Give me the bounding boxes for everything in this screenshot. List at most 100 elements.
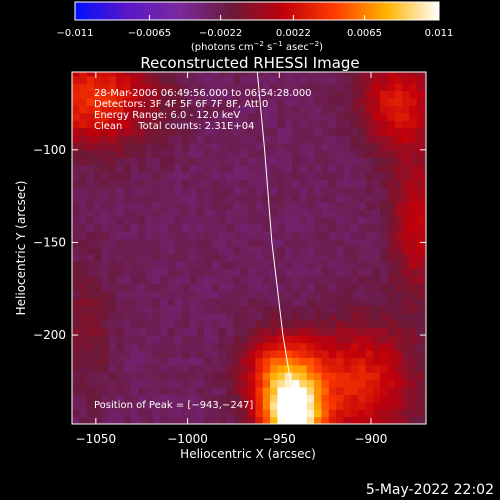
colorbar-tick-label: 0.011 (425, 28, 454, 39)
heatmap-cell (328, 290, 337, 299)
heatmap-cell (270, 97, 279, 106)
heatmap-cell (262, 268, 271, 277)
heatmap-cell (350, 409, 359, 418)
heatmap-cell (394, 72, 403, 77)
heatmap-cell (277, 142, 286, 151)
heatmap-cell (314, 223, 323, 232)
heatmap-cell (160, 216, 168, 225)
heatmap-cell (402, 231, 411, 240)
heatmap-cell (270, 275, 279, 284)
heatmap-cell (211, 149, 220, 158)
heatmap-cell (365, 320, 374, 329)
heatmap-cell (358, 149, 367, 158)
heatmap-cell (101, 209, 110, 218)
heatmap-cell (86, 223, 95, 232)
heatmap-cell (174, 209, 183, 218)
heatmap-cell (424, 142, 426, 151)
heatmap-cell (101, 112, 110, 121)
heatmap-cell (152, 75, 161, 84)
heatmap-cell (160, 83, 168, 92)
heatmap-cell (204, 275, 212, 284)
heatmap-cell (380, 416, 389, 424)
heatmap-cell (94, 260, 102, 269)
heatmap-cell (167, 342, 176, 351)
heatmap-cell (255, 416, 264, 424)
heatmap-cell (152, 394, 161, 403)
heatmap-cell (350, 186, 359, 195)
heatmap-cell (416, 416, 425, 424)
heatmap-cell (138, 327, 146, 336)
heatmap-cell (292, 260, 301, 269)
heatmap-cell (262, 409, 271, 418)
heatmap-cell (211, 142, 220, 151)
heatmap-cell (248, 372, 257, 381)
heatmap-cell (233, 298, 242, 307)
heatmap-cell (101, 349, 110, 358)
x-axis-label: Heliocentric X (arcsec) (180, 447, 316, 461)
heatmap-cell (248, 394, 257, 403)
heatmap-cell (358, 216, 367, 225)
heatmap-cell (424, 416, 426, 424)
heatmap-cell (372, 312, 381, 321)
heatmap-cell (233, 335, 242, 344)
heatmap-cell (336, 142, 345, 151)
heatmap-cell (292, 386, 301, 395)
heatmap-cell (152, 194, 161, 203)
heatmap-cell (152, 312, 161, 321)
heatmap-cell (270, 157, 279, 166)
heatmap-cell (350, 216, 359, 225)
heatmap-cell (101, 134, 110, 143)
heatmap-cell (277, 238, 286, 247)
heatmap-cell (372, 416, 381, 424)
heatmap-cell (306, 342, 315, 351)
heatmap-cell (328, 231, 337, 240)
heatmap-cell (380, 97, 389, 106)
heatmap-cell (86, 209, 95, 218)
heatmap-cell (365, 305, 374, 314)
heatmap-cell (233, 349, 242, 358)
heatmap-cell (101, 401, 110, 410)
heatmap-cell (108, 409, 117, 418)
heatmap-cell (416, 172, 425, 181)
heatmap-cell (255, 238, 264, 247)
heatmap-cell (86, 127, 95, 136)
heatmap-cell (262, 260, 271, 269)
heatmap-cell (226, 372, 235, 381)
heatmap-cell (101, 201, 110, 210)
heatmap-cell (255, 72, 264, 77)
heatmap-cell (108, 253, 117, 262)
heatmap-cell (86, 394, 95, 403)
heatmap-cell (167, 105, 176, 114)
heatmap-cell (416, 327, 425, 336)
heatmap-cell (160, 238, 168, 247)
heatmap-cell (108, 416, 117, 424)
heatmap-cell (314, 164, 323, 173)
heatmap-cell (372, 394, 381, 403)
heatmap-cell (226, 416, 235, 424)
heatmap-cell (226, 179, 235, 188)
heatmap-cell (123, 327, 132, 336)
heatmap-cell (336, 90, 345, 99)
heatmap-cell (277, 83, 286, 92)
heatmap-cell (321, 312, 330, 321)
heatmap-cell (108, 149, 117, 158)
heatmap-cell (424, 305, 426, 314)
heatmap-cell (182, 268, 190, 277)
heatmap-cell (152, 216, 161, 225)
heatmap-cell (116, 246, 124, 255)
heatmap-cell (240, 105, 249, 114)
heatmap-cell (226, 75, 235, 84)
heatmap-cell (292, 112, 301, 121)
heatmap-cell (116, 209, 124, 218)
heatmap-cell (101, 186, 110, 195)
heatmap-cell (94, 416, 102, 424)
heatmap-cell (86, 260, 95, 269)
heatmap-cell (314, 142, 323, 151)
heatmap-cell (86, 120, 95, 129)
heatmap-cell (372, 223, 381, 232)
heatmap-cell (138, 320, 146, 329)
heatmap-cell (240, 298, 249, 307)
heatmap-cell (72, 164, 80, 173)
heatmap-cell (277, 416, 286, 424)
heatmap-cell (424, 409, 426, 418)
